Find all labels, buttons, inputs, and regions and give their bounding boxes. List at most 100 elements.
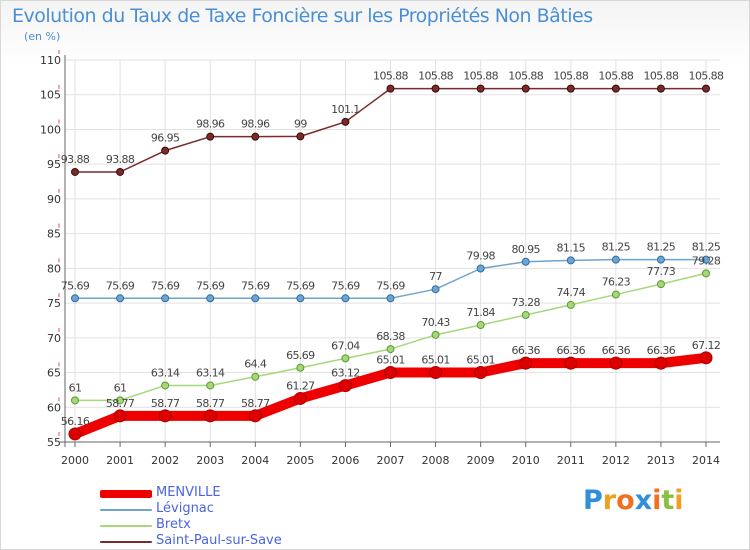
data-point xyxy=(476,264,485,273)
x-tick-label: 2010 xyxy=(512,454,540,467)
data-label: 77 xyxy=(429,270,442,283)
x-tick-label: 2001 xyxy=(106,454,134,467)
data-label: 75.69 xyxy=(151,279,180,292)
data-point xyxy=(521,84,530,93)
legend-label: Lévignac xyxy=(156,501,214,516)
legend-swatch xyxy=(100,541,152,543)
logo-letter: r xyxy=(602,485,617,516)
data-point xyxy=(699,351,713,365)
y-tick-label: 55 xyxy=(47,436,61,449)
data-point xyxy=(474,365,488,379)
data-point xyxy=(386,345,395,354)
data-point xyxy=(521,311,530,320)
legend-swatch xyxy=(100,490,152,498)
data-label: 96.95 xyxy=(151,132,180,145)
data-label: 93.88 xyxy=(61,153,90,166)
data-point xyxy=(521,257,530,266)
data-point xyxy=(656,280,665,289)
data-point xyxy=(71,167,79,176)
legend-label: Saint-Paul-sur-Save xyxy=(156,533,282,548)
data-label: 58.77 xyxy=(196,397,225,410)
data-label: 63.12 xyxy=(331,367,360,380)
data-label: 105.88 xyxy=(463,70,498,83)
data-label: 56.16 xyxy=(61,415,90,428)
x-tick-label: 2007 xyxy=(377,454,405,467)
data-point xyxy=(251,132,260,141)
x-tick-label: 2000 xyxy=(61,454,89,467)
data-label: 58.77 xyxy=(241,397,270,410)
data-point xyxy=(116,396,125,405)
data-label: 81.25 xyxy=(692,241,721,254)
legend-label: MENVILLE xyxy=(156,485,221,500)
chart-title: Evolution du Taux de Taxe Foncière sur l… xyxy=(12,5,593,27)
data-label: 68.38 xyxy=(376,330,405,343)
line-chart: 55 60 65 70 75 80 85 90 95 100 105 110 2000 2001 2002 2… xyxy=(40,50,725,467)
data-label: 75.69 xyxy=(376,279,405,292)
data-point xyxy=(116,167,125,176)
data-point xyxy=(566,300,575,309)
logo-letter: P xyxy=(583,485,603,516)
data-point xyxy=(519,356,533,370)
y-tick-label: 80 xyxy=(47,262,61,275)
data-point xyxy=(431,285,440,294)
data-label: 75.69 xyxy=(106,279,135,292)
data-point xyxy=(429,365,443,379)
data-point xyxy=(341,354,350,363)
logo-letter: o xyxy=(616,485,635,516)
data-point xyxy=(341,117,350,126)
data-label: 70.43 xyxy=(421,316,450,329)
data-label: 67.12 xyxy=(692,339,721,352)
data-point xyxy=(611,84,620,93)
x-tick-label: 2012 xyxy=(602,454,630,467)
logo-letter: t xyxy=(661,485,675,516)
data-point xyxy=(654,356,668,370)
data-point xyxy=(206,132,215,141)
y-tick-label: 70 xyxy=(47,332,61,345)
data-point xyxy=(476,321,485,330)
data-point xyxy=(431,330,440,339)
data-point xyxy=(341,294,350,303)
x-tick-label: 2013 xyxy=(647,454,675,467)
y-tick-label: 100 xyxy=(40,123,61,136)
y-tick-label: 105 xyxy=(40,89,61,102)
y-tick-label: 85 xyxy=(47,228,61,241)
y-tick-label: 95 xyxy=(47,158,61,171)
data-label: 81.15 xyxy=(557,241,586,254)
data-point xyxy=(203,409,217,423)
x-tick-label: 2011 xyxy=(557,454,585,467)
data-label: 65.01 xyxy=(376,353,405,366)
data-point xyxy=(656,255,665,264)
data-label: 66.36 xyxy=(557,344,586,357)
data-label: 105.88 xyxy=(598,70,633,83)
data-point xyxy=(611,255,620,264)
data-label: 81.25 xyxy=(602,241,631,254)
data-label: 98.96 xyxy=(196,118,225,131)
y-tick-label: 75 xyxy=(47,297,61,310)
data-point xyxy=(161,381,170,390)
data-label: 66.36 xyxy=(647,344,676,357)
data-point xyxy=(296,294,305,303)
y-tick-label: 90 xyxy=(47,193,61,206)
legend-swatch xyxy=(100,509,152,511)
data-point xyxy=(116,294,125,303)
data-label: 105.88 xyxy=(643,70,678,83)
data-point xyxy=(71,396,79,405)
data-point xyxy=(611,290,620,299)
data-point xyxy=(296,132,305,141)
data-point xyxy=(251,294,260,303)
data-label: 66.36 xyxy=(602,344,631,357)
data-label: 63.14 xyxy=(196,366,225,379)
data-point xyxy=(206,381,215,390)
data-point xyxy=(702,255,710,264)
x-tick-label: 2004 xyxy=(241,454,269,467)
logo-letter: i xyxy=(652,485,662,516)
data-label: 77.73 xyxy=(647,265,676,278)
data-point xyxy=(296,363,305,372)
proxiti-logo: Proxiti xyxy=(583,485,684,516)
data-label: 105.88 xyxy=(553,70,588,83)
data-label: 98.96 xyxy=(241,118,270,131)
logo-letter: x xyxy=(634,485,653,516)
y-tick-label: 110 xyxy=(40,54,61,67)
data-label: 61.27 xyxy=(286,379,315,392)
data-label: 61 xyxy=(114,381,127,394)
